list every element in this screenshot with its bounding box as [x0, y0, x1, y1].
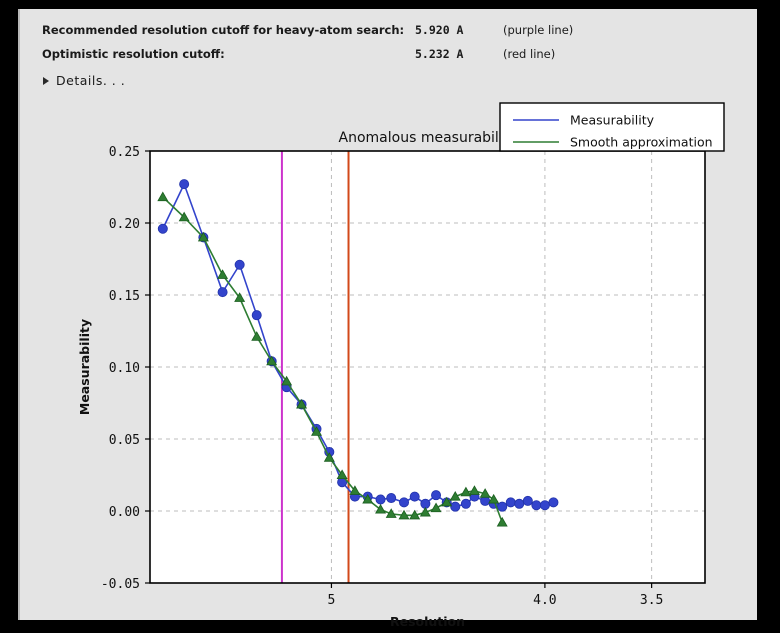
plot-title: Anomalous measurability [339, 130, 517, 146]
legend-box [499, 102, 725, 152]
data-point-smooth [488, 493, 500, 504]
triangle-right-icon [43, 76, 49, 85]
recommended-cutoff-value: 5.920 A [415, 23, 464, 37]
data-point-measurability [548, 497, 559, 508]
data-point-measurability [251, 310, 262, 321]
x-tick-label: 3.5 [640, 593, 663, 608]
data-point-smooth [349, 485, 361, 495]
data-point-measurability [431, 490, 442, 501]
data-point-smooth [311, 426, 322, 436]
data-point-measurability [539, 500, 550, 511]
data-point-measurability [386, 493, 397, 504]
data-point-smooth [157, 191, 169, 202]
data-point-measurability [157, 223, 168, 234]
data-point-smooth [441, 496, 453, 507]
y-tick-label: 0.10 [109, 361, 140, 376]
data-point-smooth [375, 503, 387, 514]
data-point-smooth [409, 509, 421, 520]
data-point-smooth [323, 452, 335, 462]
optimistic-cutoff-note: (red line) [503, 47, 556, 61]
data-point-measurability [505, 497, 516, 508]
data-point-smooth [496, 516, 508, 527]
data-point-smooth [398, 509, 410, 520]
y-tick-label: 0.25 [109, 145, 140, 160]
data-point-measurability [460, 498, 471, 509]
data-point-smooth [419, 506, 431, 517]
data-point-measurability [497, 501, 508, 512]
legend-label-smooth: Smooth approximation [570, 135, 713, 150]
data-point-smooth [217, 269, 229, 279]
y-tick-label: 0.20 [109, 217, 140, 232]
data-point-smooth [251, 331, 263, 341]
data-point-smooth [281, 375, 293, 386]
data-point-smooth [234, 292, 246, 302]
x-tick-label: 4.0 [533, 593, 556, 608]
x-axis-title: Resolution [390, 614, 465, 629]
y-tick-label: 0.05 [109, 433, 140, 448]
y-tick-label: 0.00 [109, 505, 140, 520]
data-point-measurability [522, 495, 533, 506]
data-point-smooth [336, 469, 348, 479]
optimistic-cutoff-value: 5.232 A [415, 47, 464, 61]
data-point-smooth [460, 486, 472, 497]
x-tick-label: 5 [328, 593, 336, 608]
data-point-smooth [468, 485, 480, 495]
data-point-smooth [296, 398, 308, 409]
data-point-smooth [385, 508, 397, 518]
data-point-smooth [449, 490, 461, 501]
y-tick-label: 0.15 [109, 289, 140, 304]
legend-label-measurability: Measurability [570, 113, 655, 128]
recommended-cutoff-note: (purple line) [503, 23, 574, 37]
data-point-measurability [375, 494, 386, 505]
recommended-cutoff-label: Recommended resolution cutoff for heavy-… [42, 23, 405, 37]
data-point-measurability [450, 501, 461, 512]
data-point-smooth [430, 502, 442, 513]
data-point-measurability [217, 287, 228, 298]
data-point-smooth [479, 488, 491, 498]
data-point-smooth [266, 355, 278, 366]
y-axis-title: Measurability [77, 319, 92, 415]
details-label: Details. . . [56, 73, 126, 88]
details-disclosure[interactable]: Details. . . [43, 73, 125, 88]
data-point-measurability [531, 500, 542, 511]
optimistic-cutoff-label: Optimistic resolution cutoff: [42, 47, 225, 61]
data-point-measurability [179, 179, 190, 190]
data-point-measurability [409, 491, 420, 502]
data-point-smooth [178, 211, 190, 222]
data-point-smooth [197, 231, 209, 242]
y-tick-label: -0.05 [101, 577, 140, 592]
data-point-measurability [399, 497, 410, 508]
data-point-smooth [362, 493, 374, 504]
data-point-measurability [234, 259, 245, 270]
data-point-measurability [514, 498, 525, 509]
